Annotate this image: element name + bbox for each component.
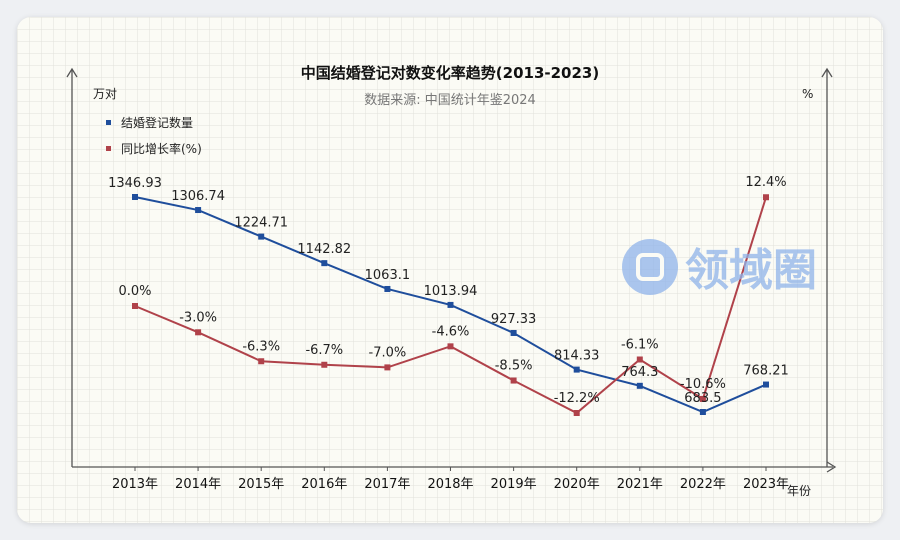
point-count [636, 382, 643, 389]
point-count [384, 285, 391, 292]
point-rate [258, 358, 265, 365]
data-label-rate: -8.5% [495, 359, 533, 374]
point-rate [321, 361, 328, 368]
watermark: 领域圈 [622, 239, 817, 296]
legend-label-rate: 同比增长率(%) [121, 141, 202, 156]
data-label-count: 1142.82 [297, 242, 351, 257]
x-tick-label: 2020年 [554, 477, 600, 492]
point-rate [573, 410, 580, 416]
point-rate [763, 194, 769, 201]
chart-subtitle: 数据来源: 中国统计年鉴2024 [364, 93, 536, 108]
point-rate [195, 329, 202, 336]
data-label-count: 1306.74 [171, 189, 225, 204]
point-rate [699, 395, 706, 402]
point-rate [384, 364, 391, 371]
point-count [321, 260, 328, 267]
x-tick-label: 2014年 [175, 477, 221, 492]
x-tick-label: 2021年 [617, 477, 663, 492]
x-tick-label: 2019年 [491, 477, 537, 492]
watermark-logo-icon [622, 239, 678, 295]
x-axis-label: 年份 [787, 484, 811, 498]
data-label-rate: -12.2% [554, 391, 600, 406]
point-count [699, 409, 706, 415]
point-rate [132, 303, 138, 309]
chart-title: 中国结婚登记对数变化率趋势(2013-2023) [301, 64, 599, 82]
data-label-count: 764.3 [621, 365, 658, 380]
chart-card: 2013年 2014年 2015年 2016年 2017年 2018年 2019年 2020年… [17, 17, 883, 523]
x-tick-label: 2022年 [680, 477, 726, 492]
point-count [132, 194, 138, 200]
data-label-count: 683.5 [684, 391, 721, 406]
x-tick-label: 2018年 [427, 477, 473, 492]
data-label-rate: 0.0% [118, 284, 151, 299]
point-rate [447, 343, 454, 350]
data-label-rate: -3.0% [179, 310, 217, 325]
point-count [573, 366, 580, 373]
data-label-rate: -4.6% [432, 324, 470, 339]
grid-background [17, 17, 883, 523]
watermark-logo-inner-icon [636, 253, 664, 281]
axes: 2013年 2014年 2015年 2016年 2017年 2018年 2019年 2020年… [66, 67, 837, 492]
point-rate [636, 356, 643, 363]
legend-marker-rate [106, 146, 111, 151]
left-axis-unit: 万对 [93, 87, 117, 101]
right-axis-arrow-icon [821, 67, 833, 78]
point-count [195, 207, 202, 214]
data-label-rate: -7.0% [369, 345, 407, 360]
legend-label-count: 结婚登记数量 [121, 115, 193, 130]
data-label-count: 768.21 [743, 364, 789, 379]
watermark-text: 领域圈 [685, 245, 817, 296]
x-tick-label: 2016年 [301, 477, 347, 492]
x-tick-label: 2015年 [238, 477, 284, 492]
data-label-rate: 12.4% [745, 175, 786, 190]
data-label-rate: -6.7% [305, 343, 343, 358]
line-chart: 2013年 2014年 2015年 2016年 2017年 2018年 2019年 2020年… [17, 17, 883, 523]
data-label-count: 1063.1 [365, 268, 411, 283]
data-label-count: 1346.93 [108, 176, 162, 191]
data-label-rate: -6.3% [242, 339, 280, 354]
data-label-count: 814.33 [554, 349, 600, 364]
chart-marks: 1346.93 1306.74 1224.71 1142.82 1063.1 1013.9… [108, 175, 789, 416]
left-axis-arrow-icon [66, 67, 78, 78]
data-label-rate: -6.1% [621, 338, 659, 353]
x-tick-label: 2023年 [743, 477, 789, 492]
point-rate [510, 377, 517, 384]
data-label-count: 1224.71 [234, 216, 288, 231]
legend: 结婚登记数量 同比增长率(%) [106, 115, 202, 156]
point-count [447, 301, 454, 308]
x-tick-label: 2017年 [364, 477, 410, 492]
point-count [763, 381, 769, 388]
data-label-count: 1013.94 [424, 284, 478, 299]
point-count [258, 233, 265, 240]
data-label-count: 927.33 [491, 312, 537, 327]
x-tick-label: 2013年 [112, 477, 158, 492]
legend-marker-count [106, 120, 111, 125]
data-label-rate: -10.6% [680, 377, 726, 392]
point-count [510, 329, 517, 336]
x-axis-arrow-icon [826, 461, 837, 473]
right-axis-unit: % [802, 87, 813, 101]
